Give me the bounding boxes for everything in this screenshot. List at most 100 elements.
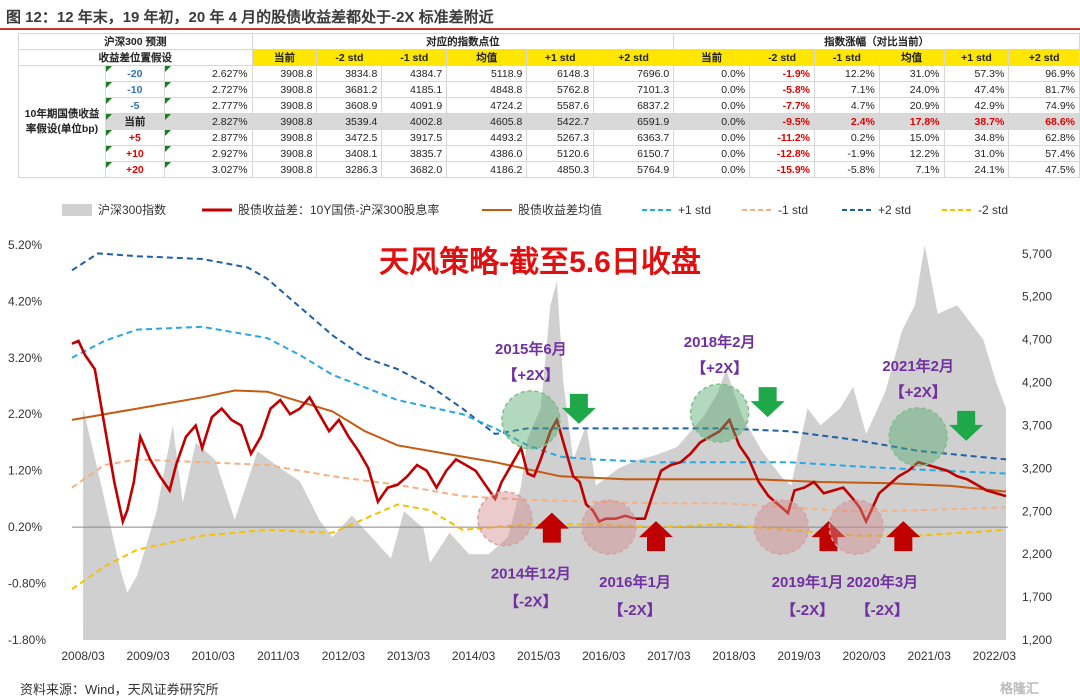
x-tick: 2020/03 xyxy=(842,649,886,663)
change-cell: -1.9% xyxy=(814,145,880,162)
change-cell: 38.7% xyxy=(943,113,1010,130)
change-cell: 4.7% xyxy=(814,97,880,114)
legend-label: +1 std xyxy=(678,203,711,217)
change-cell: 47.5% xyxy=(1008,161,1080,178)
legend-label: -2 std xyxy=(978,203,1008,217)
y-left-tick: 5.20% xyxy=(8,238,42,252)
index-cell: 5267.3 xyxy=(526,129,595,146)
change-cell: 34.8% xyxy=(943,129,1010,146)
up-arrow xyxy=(534,512,569,543)
index-cell: 3908.8 xyxy=(251,81,318,98)
change-cell: 24.0% xyxy=(878,81,945,98)
annotation-std: 【-2X】 xyxy=(781,601,834,619)
y-right-tick: 2,200 xyxy=(1022,547,1052,561)
trough-circle xyxy=(581,499,637,555)
change-cell: 12.2% xyxy=(814,65,880,82)
index-cell: 6591.9 xyxy=(593,113,675,130)
plus2-std-line xyxy=(71,252,1007,461)
change-cell: 2.4% xyxy=(814,113,880,130)
table-row: -5 2.777% 3908.8 3608.9 4091.9 4724.2 5587.6 68… xyxy=(19,97,1080,114)
column-header: +2 std xyxy=(1008,49,1080,66)
y-left-tick: -0.80% xyxy=(8,577,46,591)
index-cell: 3834.8 xyxy=(316,65,383,82)
index-cell: 4384.7 xyxy=(381,65,448,82)
forecast-table: 沪深300 预测 对应的指数点位 指数涨幅（对比当前） 收益差位置假设 当前 -2 std… xyxy=(17,33,1080,178)
y-right-tick: 2,700 xyxy=(1022,504,1052,518)
index-cell: 6837.2 xyxy=(593,97,675,114)
index-cell: 7101.3 xyxy=(593,81,675,98)
change-cell: 12.2% xyxy=(878,145,945,162)
table-header-row: 收益差位置假设 当前 -2 std -1 std 均值 +1 std +2 std 当前 -2 … xyxy=(18,49,1080,66)
index-cell: 4850.3 xyxy=(526,161,595,178)
change-cell: -5.8% xyxy=(749,81,816,98)
y-right-tick: 4,700 xyxy=(1022,333,1052,347)
index-cell: 3908.8 xyxy=(251,97,318,114)
index-cell: 3908.8 xyxy=(251,113,318,130)
x-tick: 2010/03 xyxy=(192,649,236,663)
index-cell: 3835.7 xyxy=(381,145,448,162)
change-cell: 31.0% xyxy=(878,65,945,82)
up-arrow xyxy=(638,521,673,552)
plot-area xyxy=(71,245,1008,640)
index-cell: 3908.8 xyxy=(251,65,318,82)
overlay-title: 天风策略-截至5.6日收盘 xyxy=(379,245,701,279)
index-cell: 6363.7 xyxy=(593,129,675,146)
y-right-tick: 5,200 xyxy=(1022,290,1052,304)
x-tick: 2022/03 xyxy=(973,649,1017,663)
yield-cell: 2.927% xyxy=(163,145,253,162)
annotation-std: 【-2X】 xyxy=(608,601,661,619)
change-cell: 20.9% xyxy=(878,97,945,114)
header-forecast: 沪深300 预测 xyxy=(18,33,253,50)
y-right-tick: 1,700 xyxy=(1022,590,1052,604)
change-cell: -12.8% xyxy=(749,145,816,162)
change-cell: 15.0% xyxy=(878,129,945,146)
change-cell: -15.9% xyxy=(749,161,816,178)
annotation-std: 【-2X】 xyxy=(856,601,909,619)
index-cell: 4724.2 xyxy=(446,97,528,114)
yield-shift-cell: +5 xyxy=(105,129,165,146)
change-cell: 17.8% xyxy=(878,113,945,130)
index-cell: 6150.7 xyxy=(593,145,675,162)
index-cell: 3608.9 xyxy=(316,97,383,114)
index-cell: 4186.2 xyxy=(446,161,528,178)
table-row: +10 2.927% 3908.8 3408.1 3835.7 4386.0 5120.6 6… xyxy=(19,145,1080,162)
column-header: -2 std xyxy=(749,49,816,66)
down-arrow xyxy=(949,410,984,441)
source-note: 资料来源：Wind，天风证券研究所 xyxy=(20,682,219,697)
annotation-std: 【-2X】 xyxy=(504,593,557,611)
x-tick: 2009/03 xyxy=(126,649,170,663)
legend: 沪深300指数 股债收益差：10Y国债-沪深300股息率 股债收益差均值 +1 std… xyxy=(62,202,1008,217)
annotation-date: 2021年2月 xyxy=(882,357,954,375)
trough-circle xyxy=(753,499,810,555)
change-cell: 74.9% xyxy=(1008,97,1080,114)
change-cell: 7.1% xyxy=(878,161,945,178)
axes: 5.20% 4.20% 3.20% 2.20% 1.20% 0.20% -0.80% -1.8… xyxy=(8,238,1052,663)
annotation-date: 2014年12月 xyxy=(491,565,571,583)
column-header: 均值 xyxy=(446,49,528,66)
index-cell: 4091.9 xyxy=(381,97,448,114)
header-index-group: 对应的指数点位 xyxy=(251,33,675,50)
down-arrow xyxy=(750,387,785,418)
yield-shift-cell: -10 xyxy=(105,81,165,98)
yield-shift-cell: -20 xyxy=(105,65,165,82)
x-tick: 2021/03 xyxy=(908,649,952,663)
annotation-date: 2020年3月 xyxy=(846,573,918,591)
yield-cell: 3.027% xyxy=(163,161,253,178)
legend-label: 股债收益差均值 xyxy=(518,202,602,217)
spread-line xyxy=(71,339,1007,526)
change-cell: 57.3% xyxy=(943,65,1010,82)
column-header: -1 std xyxy=(814,49,880,66)
table-row: +5 2.877% 3908.8 3472.5 3917.5 4493.2 5267.3 63… xyxy=(19,129,1080,146)
yield-cell: 2.827% xyxy=(163,113,253,130)
x-tick: 2017/03 xyxy=(647,649,691,663)
index-cell: 3681.2 xyxy=(316,81,383,98)
y-left-tick: 1.20% xyxy=(8,464,42,478)
change-cell: 7.1% xyxy=(814,81,880,98)
table-row: +20 3.027% 3908.8 3286.3 3682.0 4186.2 4850.3 5… xyxy=(19,161,1080,178)
mean-line xyxy=(71,389,1007,493)
change-cell: 0.0% xyxy=(673,65,751,82)
change-cell: 81.7% xyxy=(1008,81,1080,98)
yield-shift-cell: 当前 xyxy=(105,113,165,130)
change-cell: 57.4% xyxy=(1008,145,1080,162)
header-change-group: 指数涨幅（对比当前） xyxy=(673,33,1080,50)
